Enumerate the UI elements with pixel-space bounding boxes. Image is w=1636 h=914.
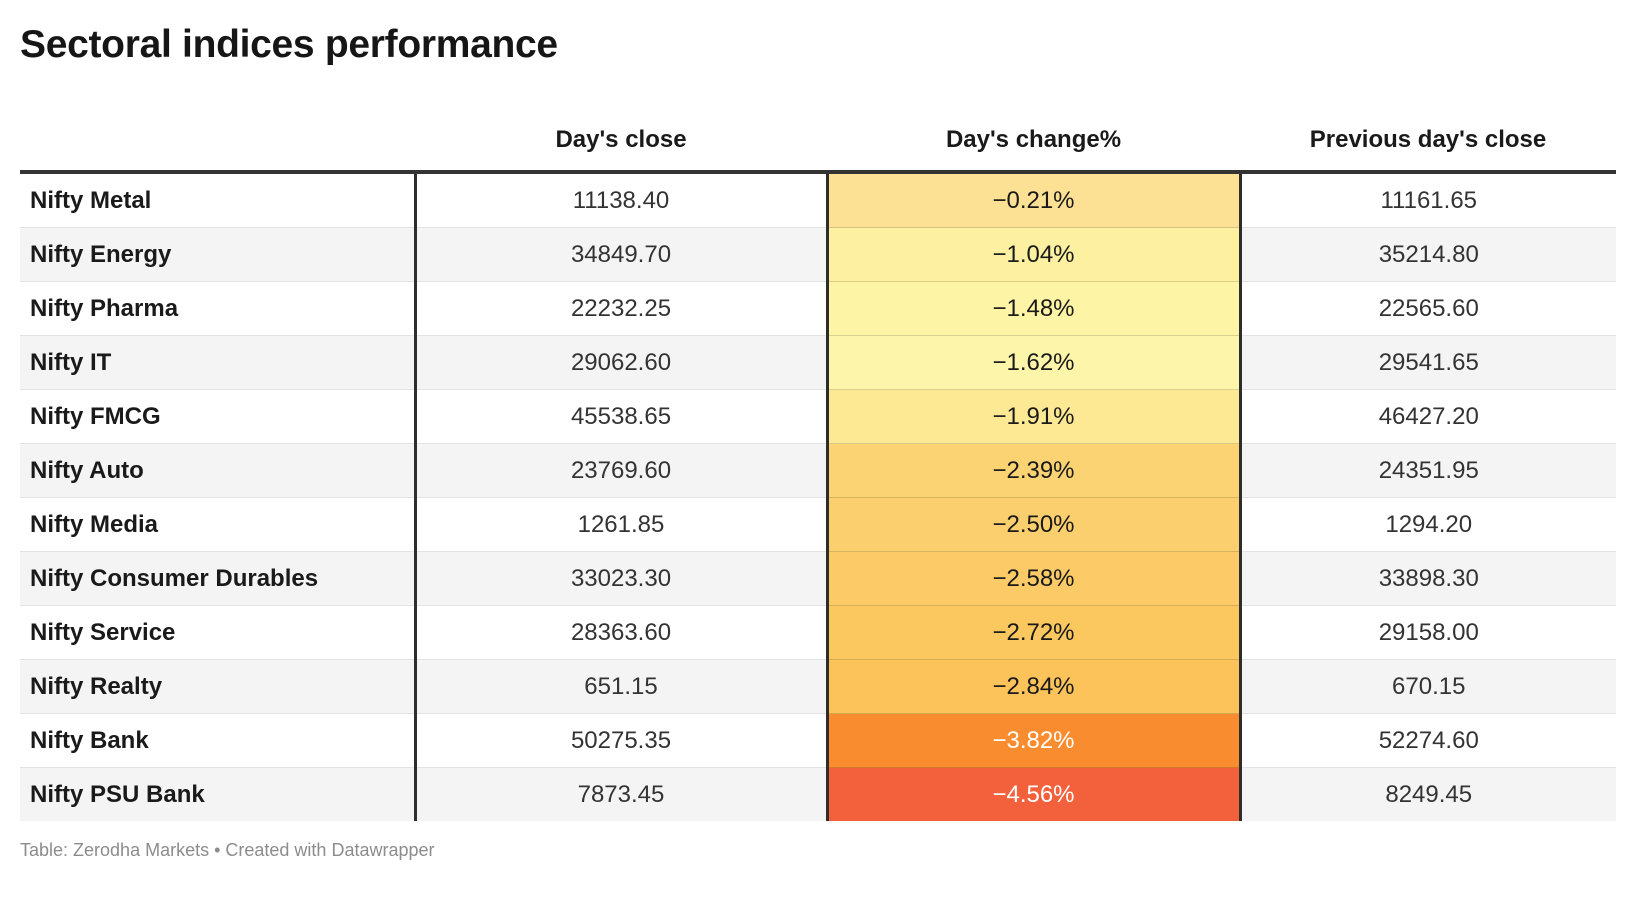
footer-credit: Table: Zerodha Markets • Created with Da…: [20, 840, 435, 860]
previous-close-cell: 46427.20: [1240, 389, 1616, 444]
column-header-days-change: Day's change%: [827, 100, 1240, 174]
previous-close-cell: 11161.65: [1240, 172, 1616, 228]
previous-close-cell: 35214.80: [1240, 227, 1616, 282]
table-row: Nifty PSU Bank 7873.45 −4.56% 8249.45: [20, 767, 1616, 821]
table-row: Nifty FMCG 45538.65 −1.91% 46427.20: [20, 389, 1616, 444]
table-row: Nifty Auto 23769.60 −2.39% 24351.95: [20, 443, 1616, 498]
previous-close-cell: 22565.60: [1240, 281, 1616, 336]
row-label-cell: Nifty FMCG: [20, 389, 417, 444]
days-change-cell: −4.56%: [825, 767, 1242, 821]
previous-close-cell: 24351.95: [1240, 443, 1616, 498]
days-close-cell: 29062.60: [415, 335, 827, 390]
table-header: Day's close Day's change% Previous day's…: [20, 100, 1616, 174]
table-row: Nifty Pharma 22232.25 −1.48% 22565.60: [20, 281, 1616, 336]
days-close-cell: 11138.40: [415, 172, 827, 228]
days-close-cell: 23769.60: [415, 443, 827, 498]
days-change-cell: −3.82%: [825, 713, 1242, 768]
previous-close-cell: 8249.45: [1240, 767, 1616, 821]
previous-close-cell: 33898.30: [1240, 551, 1616, 606]
header-row: Day's close Day's change% Previous day's…: [20, 100, 1616, 174]
row-label-cell: Nifty Bank: [20, 713, 417, 768]
table-row: Nifty IT 29062.60 −1.62% 29541.65: [20, 335, 1616, 390]
table-row: Nifty Media 1261.85 −2.50% 1294.20: [20, 497, 1616, 552]
days-change-cell: −1.04%: [825, 227, 1242, 282]
table-row: Nifty Metal 11138.40 −0.21% 11161.65: [20, 172, 1616, 228]
row-label-cell: Nifty Auto: [20, 443, 417, 498]
days-close-cell: 1261.85: [415, 497, 827, 552]
table-row: Nifty Service 28363.60 −2.72% 29158.00: [20, 605, 1616, 660]
days-change-cell: −2.58%: [825, 551, 1242, 606]
column-header-days-close: Day's close: [415, 100, 827, 174]
days-change-cell: −2.84%: [825, 659, 1242, 714]
previous-close-cell: 29541.65: [1240, 335, 1616, 390]
days-close-cell: 28363.60: [415, 605, 827, 660]
days-change-cell: −2.72%: [825, 605, 1242, 660]
row-label-cell: Nifty Realty: [20, 659, 417, 714]
days-close-cell: 651.15: [415, 659, 827, 714]
row-label-cell: Nifty Service: [20, 605, 417, 660]
previous-close-cell: 1294.20: [1240, 497, 1616, 552]
row-label-cell: Nifty IT: [20, 335, 417, 390]
table-row: Nifty Realty 651.15 −2.84% 670.15: [20, 659, 1616, 714]
table-row: Nifty Consumer Durables 33023.30 −2.58% …: [20, 551, 1616, 606]
column-header-previous-close: Previous day's close: [1240, 100, 1616, 174]
days-close-cell: 50275.35: [415, 713, 827, 768]
previous-close-cell: 52274.60: [1240, 713, 1616, 768]
row-label-cell: Nifty Pharma: [20, 281, 417, 336]
previous-close-cell: 29158.00: [1240, 605, 1616, 660]
days-close-cell: 22232.25: [415, 281, 827, 336]
datawrapper-table-page: Sectoral indices performance Day's close…: [20, 23, 1616, 860]
days-change-cell: −1.48%: [825, 281, 1242, 336]
days-change-cell: −1.62%: [825, 335, 1242, 390]
days-change-cell: −2.39%: [825, 443, 1242, 498]
row-label-cell: Nifty Metal: [20, 172, 417, 228]
days-close-cell: 33023.30: [415, 551, 827, 606]
days-close-cell: 7873.45: [415, 767, 827, 821]
column-header-blank: [20, 100, 415, 174]
previous-close-cell: 670.15: [1240, 659, 1616, 714]
days-change-cell: −2.50%: [825, 497, 1242, 552]
table-body: Nifty Metal 11138.40 −0.21% 11161.65 Nif…: [20, 172, 1616, 821]
sector-table: Day's close Day's change% Previous day's…: [20, 100, 1616, 821]
page-title: Sectoral indices performance: [20, 23, 558, 66]
days-change-cell: −0.21%: [825, 172, 1242, 228]
days-close-cell: 34849.70: [415, 227, 827, 282]
row-label-cell: Nifty PSU Bank: [20, 767, 417, 821]
days-change-cell: −1.91%: [825, 389, 1242, 444]
row-label-cell: Nifty Media: [20, 497, 417, 552]
days-close-cell: 45538.65: [415, 389, 827, 444]
row-label-cell: Nifty Consumer Durables: [20, 551, 417, 606]
row-label-cell: Nifty Energy: [20, 227, 417, 282]
table-row: Nifty Bank 50275.35 −3.82% 52274.60: [20, 713, 1616, 768]
table-row: Nifty Energy 34849.70 −1.04% 35214.80: [20, 227, 1616, 282]
